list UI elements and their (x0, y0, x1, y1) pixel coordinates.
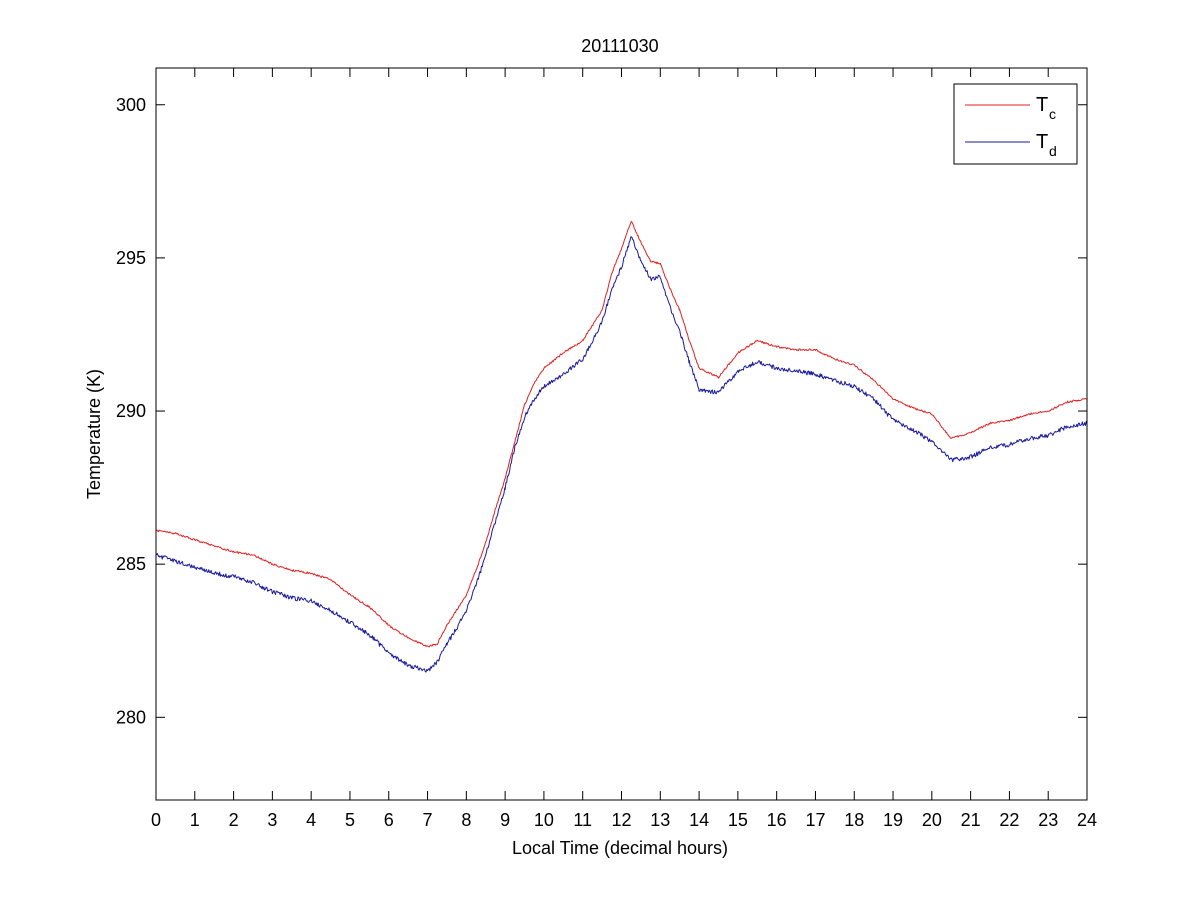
x-tick-label: 2 (229, 810, 239, 830)
x-tick-label: 7 (423, 810, 433, 830)
x-tick-label: 8 (461, 810, 471, 830)
x-tick-label: 16 (767, 810, 787, 830)
x-tick-label: 5 (345, 810, 355, 830)
y-tick-label: 290 (116, 401, 146, 421)
x-tick-label: 23 (1038, 810, 1058, 830)
x-tick-label: 22 (999, 810, 1019, 830)
x-tick-label: 0 (151, 810, 161, 830)
plot-area (156, 68, 1087, 800)
axes-layer: 0 1 2 3 4 5 6 7 8 9 10 11 12 13 14 15 16 17 18 19 20 21 22 23 24… (116, 67, 1097, 830)
legend-label-td: T (1036, 131, 1048, 153)
plot-background (156, 68, 1087, 800)
x-tick-label: 21 (961, 810, 981, 830)
x-tick-label: 20 (922, 810, 942, 830)
chart-title: 20111030 (581, 36, 658, 56)
x-tick-label: 3 (267, 810, 277, 830)
y-tick-label: 300 (116, 95, 146, 115)
series-line-td (155, 236, 1088, 673)
x-tick-label: 19 (883, 810, 903, 830)
x-tick-label: 17 (805, 810, 825, 830)
y-tick-label: 280 (116, 707, 146, 727)
x-tick-label: 9 (500, 810, 510, 830)
x-tick-label: 4 (306, 810, 316, 830)
x-tick-label: 18 (844, 810, 864, 830)
x-tick-label: 12 (611, 810, 631, 830)
x-axis-label: Local Time (decimal hours) (512, 838, 728, 858)
x-tick-label: 15 (728, 810, 748, 830)
x-tick-label: 6 (384, 810, 394, 830)
x-tick-label: 24 (1077, 810, 1097, 830)
x-tick-label: 10 (534, 810, 554, 830)
y-tick-label: 285 (116, 554, 146, 574)
x-tick-label: 1 (190, 810, 200, 830)
y-axis-label: Temperature (K) (84, 369, 104, 499)
legend-subscript-tc: c (1049, 106, 1056, 122)
legend-label-tc: T (1036, 94, 1048, 116)
series-line-tc (155, 220, 1088, 648)
y-tick-label: 295 (116, 248, 146, 268)
series-layer (155, 220, 1088, 673)
x-tick-label: 14 (689, 810, 709, 830)
legend-subscript-td: d (1049, 143, 1057, 159)
x-tick-label: 13 (650, 810, 670, 830)
legend-box (953, 83, 1078, 165)
x-tick-label: 11 (573, 810, 592, 830)
